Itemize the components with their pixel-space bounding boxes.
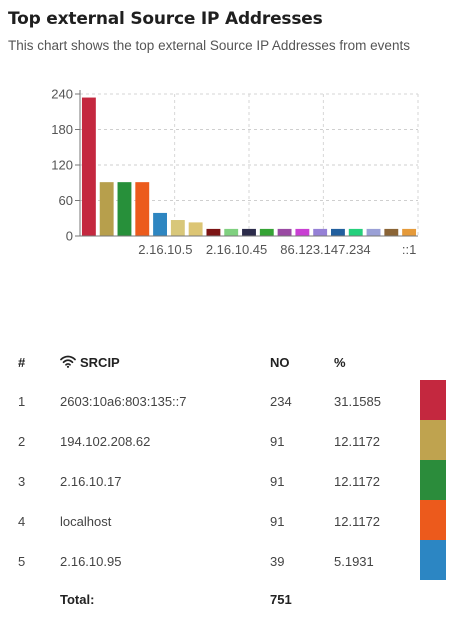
row-count: 91 <box>270 434 285 449</box>
row-percent: 12.1172 <box>334 434 381 449</box>
bar <box>242 228 256 236</box>
row-srcip[interactable]: 194.102.208.62 <box>60 434 151 449</box>
bar <box>259 228 274 236</box>
row-color-swatch <box>420 500 446 540</box>
bar <box>366 228 381 236</box>
row-color-swatch <box>420 420 446 460</box>
bar <box>277 228 292 236</box>
page-title: Top external Source IP Addresses <box>8 9 323 29</box>
bar <box>117 182 132 236</box>
col-header-index: # <box>18 355 26 370</box>
row-color-swatch <box>420 380 446 420</box>
total-value: 751 <box>270 592 292 607</box>
y-tick-label: 0 <box>66 229 73 244</box>
bar <box>402 228 417 236</box>
row-percent: 12.1172 <box>334 514 381 529</box>
row-percent: 5.1931 <box>334 554 374 569</box>
bar <box>313 228 328 236</box>
bar <box>384 228 399 236</box>
row-index: 5 <box>18 554 26 569</box>
page-subtitle: This chart shows the top external Source… <box>8 38 410 53</box>
bar <box>206 228 221 236</box>
x-tick-label: 2.16.10.5 <box>138 242 192 257</box>
row-index: 1 <box>18 394 26 409</box>
row-index: 3 <box>18 474 26 489</box>
row-color-swatch <box>420 540 446 580</box>
y-tick-label: 60 <box>59 193 73 208</box>
y-tick-label: 120 <box>51 158 73 173</box>
row-count: 39 <box>270 554 285 569</box>
y-tick-label: 240 <box>51 87 73 102</box>
row-srcip[interactable]: 2.16.10.17 <box>60 474 122 489</box>
bar <box>295 228 310 236</box>
row-color-swatch <box>420 460 446 500</box>
bar-chart: 0 60 120 180 240 2.16.10.5 2.16.10.45 86.123.14… <box>51 87 419 257</box>
x-tick-label: ::1 <box>402 242 416 257</box>
x-tick-label: 2.16.10.45 <box>206 242 267 257</box>
row-count: 91 <box>270 474 285 489</box>
bar <box>224 228 239 236</box>
bar <box>135 182 150 236</box>
row-percent: 12.1172 <box>334 474 381 489</box>
bar <box>81 97 96 236</box>
row-count: 91 <box>270 514 285 529</box>
bar <box>170 220 185 236</box>
row-percent: 31.1585 <box>334 394 381 409</box>
x-tick-label: 86.123.147.234 <box>280 242 370 257</box>
y-tick-label: 180 <box>51 122 73 137</box>
bar <box>348 228 363 236</box>
row-index: 4 <box>18 514 26 529</box>
col-header-percent[interactable]: % <box>334 355 346 370</box>
total-label: Total: <box>60 592 95 607</box>
bar <box>331 228 345 236</box>
col-header-srcip[interactable]: SRCIP <box>80 355 120 370</box>
bar <box>188 222 203 236</box>
row-srcip[interactable]: localhost <box>60 514 112 529</box>
wifi-icon <box>60 355 76 368</box>
row-srcip[interactable]: 2.16.10.95 <box>60 554 122 569</box>
row-index: 2 <box>18 434 26 449</box>
bar <box>99 182 114 236</box>
row-count: 234 <box>270 394 292 409</box>
bar <box>153 212 167 236</box>
col-header-no[interactable]: NO <box>270 355 290 370</box>
row-srcip[interactable]: 2603:10a6:803:135::7 <box>60 394 187 409</box>
